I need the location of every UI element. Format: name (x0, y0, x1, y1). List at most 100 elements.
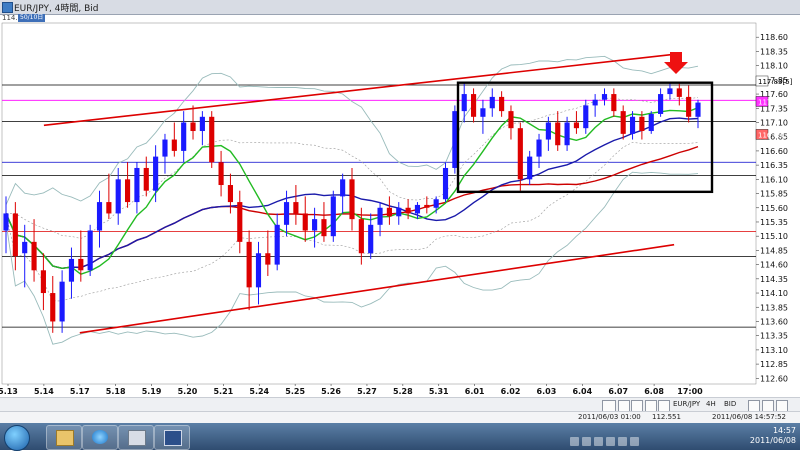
taskbar-clock[interactable]: 14:57 2011/06/08 (750, 426, 796, 446)
candle-body (340, 179, 346, 197)
y-tick-label: 113.60 (760, 317, 788, 326)
candle-body (209, 116, 215, 163)
y-tick-label: 115.60 (760, 204, 788, 213)
candle-body (480, 108, 486, 117)
candle-body (508, 111, 514, 129)
x-tick-label: 5.14 (34, 387, 54, 396)
price-label-box (755, 129, 769, 140)
y-tick-label: 114.60 (760, 261, 788, 270)
candle-body (321, 219, 327, 237)
candle-body (658, 94, 664, 114)
x-tick-label: 6.07 (608, 387, 628, 396)
range-highlight-box (456, 81, 714, 194)
candle-body (40, 270, 46, 294)
y-tick-label: 117.10 (760, 118, 788, 127)
y-tick-label: 116.35 (760, 161, 788, 170)
clock-time: 14:57 (772, 426, 796, 435)
indicator-button[interactable]: 50/10日 (18, 14, 46, 22)
candle-body (499, 96, 505, 112)
candle-body (3, 213, 9, 231)
candle-body (620, 111, 626, 134)
down-arrow-annotation (664, 52, 688, 74)
candle-body (199, 116, 205, 132)
candle-body (227, 185, 234, 203)
price-chart[interactable]: 112.60 112.85 113.10 113.35 113.60 113.85 114.… (0, 0, 800, 397)
y-tick-label: 117.85 (760, 76, 788, 85)
timeframe-selector[interactable]: 4H (706, 400, 716, 408)
y-tick-label: 114.85 (760, 246, 788, 255)
y-tick-label: 117.60 (760, 90, 788, 99)
candle-body (190, 122, 196, 132)
clock-date: 2011/06/08 (749, 436, 796, 445)
window-title: EUR/JPY, 4時間, Bid (14, 4, 99, 14)
x-tick-label: 5.21 (213, 387, 233, 396)
candle-body (405, 207, 411, 214)
x-tick-label: 5.24 (249, 387, 269, 396)
candle-body (386, 207, 392, 217)
price-label-box (755, 96, 769, 107)
x-tick-label: 5.31 (429, 387, 449, 396)
candle-body (78, 258, 84, 271)
candle-body (442, 167, 449, 200)
trendline-lower-channel (79, 243, 675, 334)
price-label-box (755, 75, 769, 87)
window-title-bar: EUR/JPY, 4時間, Bid (0, 0, 800, 15)
bollinger-lower-band (5, 171, 699, 345)
candle-body (255, 253, 262, 288)
start-button[interactable] (4, 425, 30, 451)
candle-body (452, 111, 458, 168)
bollinger-inner-upper (6, 97, 699, 239)
x-tick-label: 6.04 (572, 387, 592, 396)
y-tick-label: 117.35 (760, 104, 788, 113)
y-tick-label: 116.85 (760, 133, 788, 142)
candle-body (573, 122, 580, 129)
cursor-price: 112.551 (652, 413, 681, 421)
x-tick-label: 6.01 (465, 387, 485, 396)
candle-body (237, 202, 243, 242)
x-tick-label: 5.27 (357, 387, 377, 396)
candle-body (171, 139, 177, 151)
candle-body (667, 88, 673, 95)
trendline-upper-channel (43, 53, 675, 127)
server-time: 2011/06/08 14:57:52 (712, 413, 787, 421)
candle-body (611, 94, 617, 112)
x-tick-label: 5.17 (70, 387, 90, 396)
x-tick-label: 6.03 (537, 387, 557, 396)
y-tick-label: 118.60 (760, 33, 788, 42)
candle-body (527, 156, 533, 180)
candle-body (302, 213, 308, 231)
instrument-selector[interactable]: EUR/JPY (673, 400, 701, 408)
system-tray[interactable] (570, 431, 700, 446)
bollinger-inner-lower (5, 142, 699, 302)
bollinger-upper-band (5, 55, 699, 206)
candle-body (536, 139, 542, 157)
candle-body (162, 139, 168, 157)
taskbar-explorer[interactable] (46, 425, 82, 450)
candle-body (59, 281, 65, 322)
price-type-selector[interactable]: BID (724, 400, 737, 408)
candle-body (629, 116, 636, 134)
y-tick-label: 115.85 (760, 190, 788, 199)
y-tick-label: 114.10 (760, 289, 788, 298)
candle-body (695, 102, 701, 117)
candle-body (181, 122, 187, 151)
candle-body (592, 99, 598, 106)
candle-body (96, 202, 103, 231)
candle-body (68, 258, 75, 282)
candle-body (564, 122, 570, 146)
y-tick-label: 118.10 (760, 62, 788, 71)
taskbar-trading-app[interactable] (154, 425, 190, 450)
taskbar-folder[interactable] (118, 425, 154, 450)
y-tick-label: 116.60 (760, 147, 788, 156)
taskbar-internet-explorer[interactable] (82, 425, 118, 450)
x-tick-label: 5.18 (106, 387, 126, 396)
candle-body (12, 213, 18, 257)
y-tick-label: 113.10 (760, 346, 788, 355)
candle-body (358, 219, 364, 254)
candle-body (349, 179, 355, 220)
candle-body (555, 122, 561, 146)
chart-window-icon (2, 2, 13, 13)
candle-body (433, 199, 439, 208)
candle-body (330, 196, 336, 237)
y-tick-label: 112.85 (760, 360, 788, 369)
